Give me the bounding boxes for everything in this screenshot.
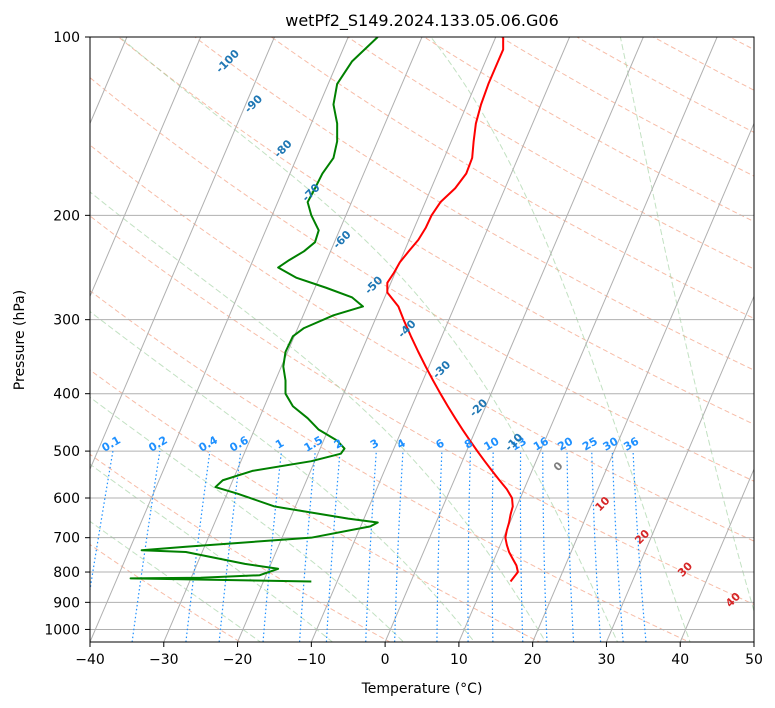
y-tick-label-9: 100 — [53, 30, 80, 46]
mixing-ratio-line-6 — [325, 451, 341, 642]
mixing-ratio-line-3 — [218, 451, 242, 642]
x-axis-label: Temperature (°C) — [361, 681, 483, 697]
isotherm--30 — [163, 37, 423, 642]
mixing-ratio-line-9 — [436, 451, 443, 642]
dry-adiabat-8 — [194, 37, 754, 371]
x-tick-label-5: 10 — [450, 652, 468, 668]
y-tick-label-0: 1000 — [44, 622, 80, 638]
y-tick-label-5: 500 — [53, 444, 80, 460]
dry-adiabat-4 — [90, 215, 754, 606]
x-tick-label-6: 20 — [524, 652, 542, 668]
plot-frame — [89, 36, 755, 643]
x-tick-label-1: −30 — [149, 652, 179, 668]
x-tick-label-7: 30 — [598, 652, 616, 668]
mixing-ratio-line-1 — [131, 451, 161, 642]
moist-adiabat-0 — [90, 520, 262, 642]
mixing-ratio-line-15 — [591, 451, 602, 642]
y-tick-label-2: 800 — [53, 565, 80, 581]
dry-adiabat-1 — [90, 453, 391, 642]
moist-adiabat-4 — [90, 191, 547, 642]
mixing-ratio-line-5 — [298, 451, 316, 642]
dry-adiabat-3 — [90, 290, 691, 642]
dry-adiabat-11 — [423, 37, 754, 223]
temperature-profile-line — [386, 37, 519, 583]
dry-adiabat-6 — [90, 77, 754, 482]
x-tick-label-0: −40 — [75, 652, 105, 668]
y-tick-label-6: 400 — [53, 387, 80, 403]
dry-adiabat-10 — [346, 37, 754, 270]
chart-title: wetPf2_S149.2024.133.05.06.G06 — [285, 11, 559, 31]
background-lines — [90, 37, 754, 642]
dry-adiabat-12 — [499, 37, 754, 177]
y-tick-label-1: 900 — [53, 595, 80, 611]
dry-adiabat-7 — [117, 37, 754, 425]
mixing-ratio-line-17 — [632, 451, 647, 642]
mixing-ratio-line-4 — [262, 451, 283, 642]
mixing-ratio-line-7 — [365, 451, 377, 642]
x-tick-label-2: −20 — [223, 652, 253, 668]
y-tick-label-7: 300 — [53, 313, 80, 329]
mixing-ratio-line-2 — [185, 451, 211, 642]
moist-adiabat-3 — [90, 310, 476, 642]
x-tick-label-3: −10 — [297, 652, 327, 668]
isotherm--20 — [237, 37, 497, 642]
isotherm--60 — [90, 37, 202, 298]
dry-adiabat-13 — [576, 37, 754, 133]
y-tick-label-3: 700 — [53, 531, 80, 547]
mixing-ratio-line-14 — [566, 451, 575, 642]
y-tick-label-4: 600 — [53, 491, 80, 507]
series-group — [129, 37, 519, 583]
moist-adiabat-5 — [118, 37, 619, 642]
mixing-ratio-line-11 — [491, 451, 494, 642]
x-tick-label-8: 40 — [671, 652, 689, 668]
mixing-ratio-line-13 — [542, 451, 548, 642]
isotherm-20 — [532, 122, 754, 642]
y-tick-label-8: 200 — [53, 208, 80, 224]
dry-adiabat-2 — [90, 369, 541, 642]
isotherm-10 — [458, 37, 718, 642]
axes-group: −40 −30 −20 −10 0 10 20 30 40 50 1000 900 800 700 600 5… — [44, 30, 763, 668]
mixing-ratio-line-8 — [394, 451, 404, 642]
isotherm-30 — [605, 295, 754, 642]
x-tick-label-4: 0 — [381, 652, 390, 668]
y-axis-label: Pressure (hPa) — [12, 290, 28, 390]
x-tick-label-9: 50 — [745, 652, 763, 668]
mixing-ratio-line-12 — [519, 451, 524, 642]
moist-adiabat-6 — [430, 37, 691, 642]
moist-adiabat-1 — [90, 463, 334, 642]
isotherm--40 — [90, 37, 349, 642]
dewpoint-profile-line — [129, 37, 379, 583]
mixing-ratio-line-16 — [611, 451, 624, 642]
isotherm--50 — [90, 37, 275, 471]
isotherm-0 — [384, 37, 644, 642]
moist-adiabat-7 — [619, 37, 754, 613]
isotherm-40 — [679, 467, 754, 642]
mixing-ratio-line-10 — [467, 451, 472, 642]
dry-adiabat-9 — [270, 37, 754, 319]
isotherm--10 — [310, 37, 571, 642]
